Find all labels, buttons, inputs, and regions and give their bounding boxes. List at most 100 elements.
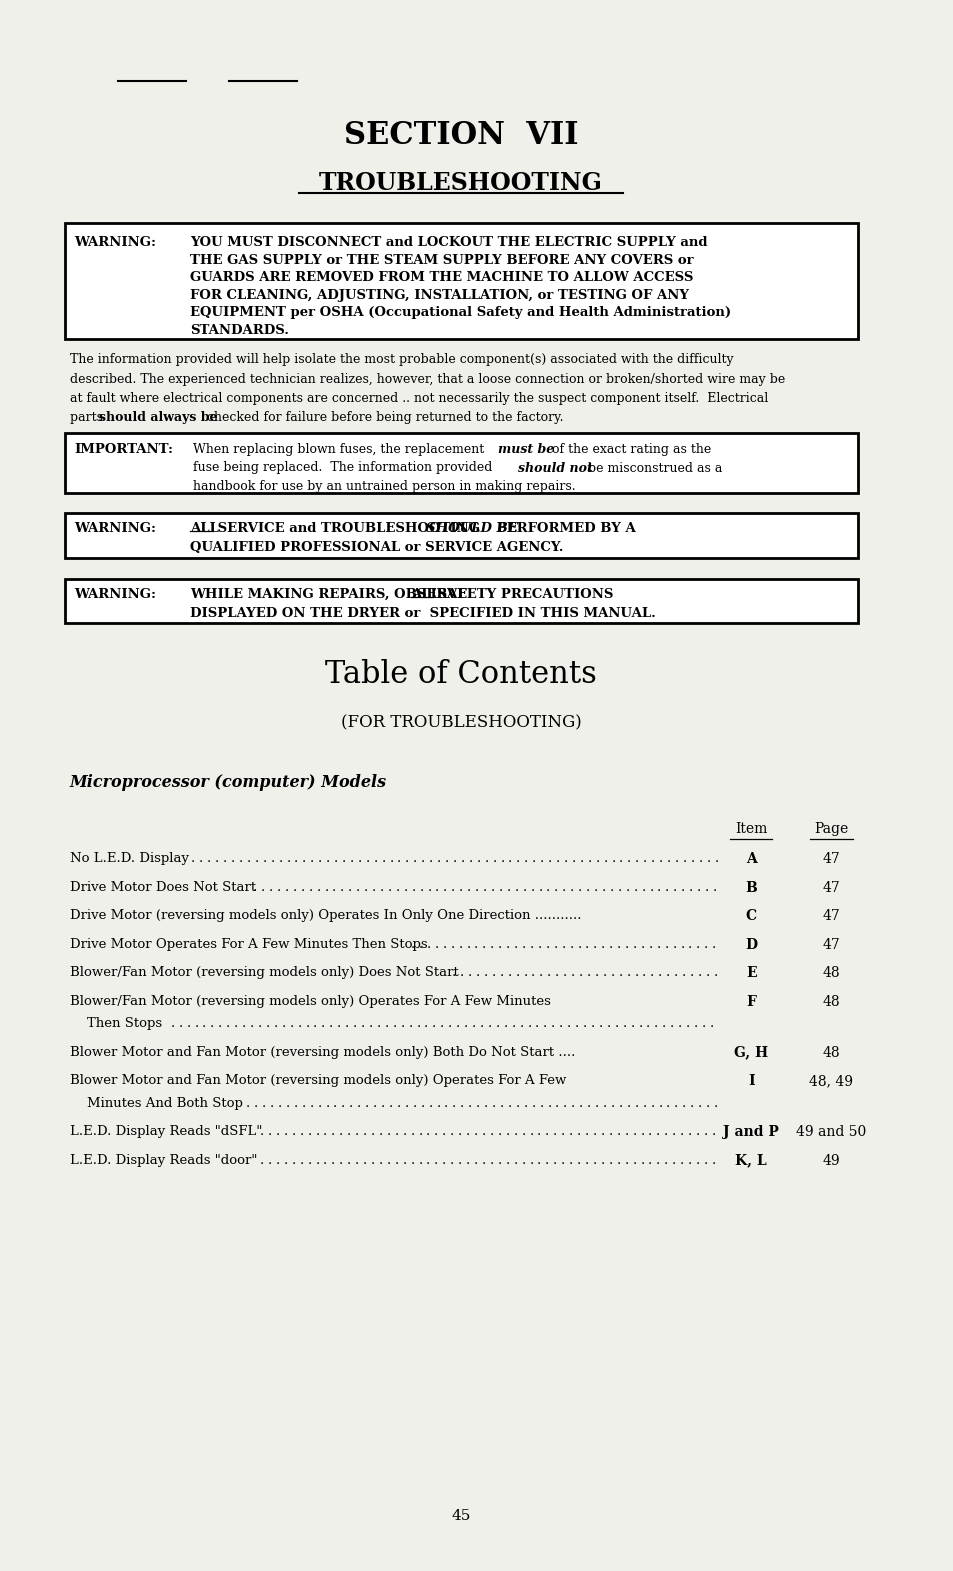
Text: .: . [569,880,574,894]
Text: SAFETY PRECAUTIONS: SAFETY PRECAUTIONS [433,588,613,602]
Text: .: . [395,1153,398,1167]
Text: .: . [404,1097,409,1109]
Text: A: A [745,851,756,866]
Text: .: . [326,851,330,866]
Text: .: . [338,1125,343,1137]
Text: .: . [696,938,700,950]
Text: .: . [492,1097,496,1109]
Text: .: . [584,1125,588,1137]
Text: .: . [347,1153,351,1167]
Text: .: . [459,966,464,979]
Text: Microprocessor (computer) Models: Microprocessor (computer) Models [70,775,386,792]
Text: .: . [640,880,645,894]
Text: .: . [714,851,718,866]
Text: .: . [456,1016,459,1031]
Text: .: . [593,880,598,894]
Text: .: . [545,938,549,950]
Text: .: . [630,1016,634,1031]
Text: .: . [678,1016,681,1031]
Text: .: . [523,851,528,866]
Text: .: . [602,1097,606,1109]
Text: .: . [544,1125,549,1137]
Text: .: . [468,851,473,866]
Text: Blower Motor and Fan Motor (reversing models only) Both Do Not Start ....: Blower Motor and Fan Motor (reversing mo… [70,1045,575,1059]
Text: .: . [553,1153,557,1167]
Text: L.E.D. Display Reads "door": L.E.D. Display Reads "door" [70,1153,256,1167]
Text: .: . [210,1016,214,1031]
Text: .: . [656,1125,659,1137]
Text: .: . [331,1153,335,1167]
Text: .: . [663,1153,668,1167]
Text: .: . [355,880,360,894]
Text: .: . [268,1125,272,1137]
Text: .: . [681,1097,685,1109]
Text: .: . [639,1153,644,1167]
Text: .: . [673,880,677,894]
Text: ALL: ALL [411,588,439,602]
Text: .: . [435,938,438,950]
Text: K, L: K, L [735,1153,766,1167]
Text: .: . [568,1153,573,1167]
Text: .: . [674,1097,678,1109]
Text: .: . [332,880,336,894]
Text: .: . [697,966,701,979]
Text: .: . [293,880,296,894]
Text: .: . [465,1125,470,1137]
Text: F: F [745,994,756,1009]
Text: .: . [687,938,692,950]
Text: .: . [453,851,456,866]
Text: .: . [531,1097,536,1109]
Text: .: . [452,966,456,979]
Text: .: . [444,851,449,866]
Text: .: . [301,1097,306,1109]
Text: .: . [302,851,306,866]
Text: .: . [289,1016,294,1031]
Text: .: . [355,1125,358,1137]
Text: .: . [641,966,646,979]
Text: .: . [432,1016,436,1031]
Text: .: . [441,1153,446,1167]
Text: .: . [405,851,409,866]
Text: IMPORTANT:: IMPORTANT: [74,443,173,456]
Text: .: . [309,1097,314,1109]
Text: .: . [363,880,368,894]
Text: .: . [396,851,401,866]
Text: .: . [275,1125,279,1137]
Text: .: . [560,1125,565,1137]
Text: .: . [294,1097,297,1109]
Text: .: . [341,1097,345,1109]
Text: .: . [403,880,407,894]
Text: .: . [276,880,280,894]
Text: .: . [558,1016,562,1031]
Text: .: . [481,1153,485,1167]
Text: .: . [595,1097,598,1109]
Text: .: . [265,1016,270,1031]
Text: .: . [537,1125,541,1137]
Text: .: . [284,880,289,894]
Text: ALL: ALL [191,522,219,536]
Text: .: . [698,1097,701,1109]
Text: .: . [338,1153,343,1167]
Text: .: . [685,1016,689,1031]
Text: .: . [703,1153,707,1167]
Text: .: . [257,1016,262,1031]
Text: .: . [626,966,630,979]
Text: of the exact rating as the: of the exact rating as the [547,443,710,456]
Text: .: . [671,1125,676,1137]
Text: .: . [571,851,576,866]
Text: .: . [687,1153,691,1167]
Text: .: . [492,851,497,866]
Text: .: . [246,1097,250,1109]
Text: Drive Motor Operates For A Few Minutes Then Stops: Drive Motor Operates For A Few Minutes T… [70,938,427,950]
Text: .: . [527,1016,531,1031]
Text: .: . [410,1153,415,1167]
Text: .: . [578,966,582,979]
Text: .: . [428,1097,432,1109]
Text: .: . [621,1016,626,1031]
Text: .: . [594,966,598,979]
Text: When replacing blown fuses, the replacement: When replacing blown fuses, the replacem… [193,443,488,456]
Text: .: . [365,851,370,866]
Text: .: . [260,880,265,894]
Text: J and P: J and P [722,1125,779,1139]
Text: .: . [285,1097,290,1109]
